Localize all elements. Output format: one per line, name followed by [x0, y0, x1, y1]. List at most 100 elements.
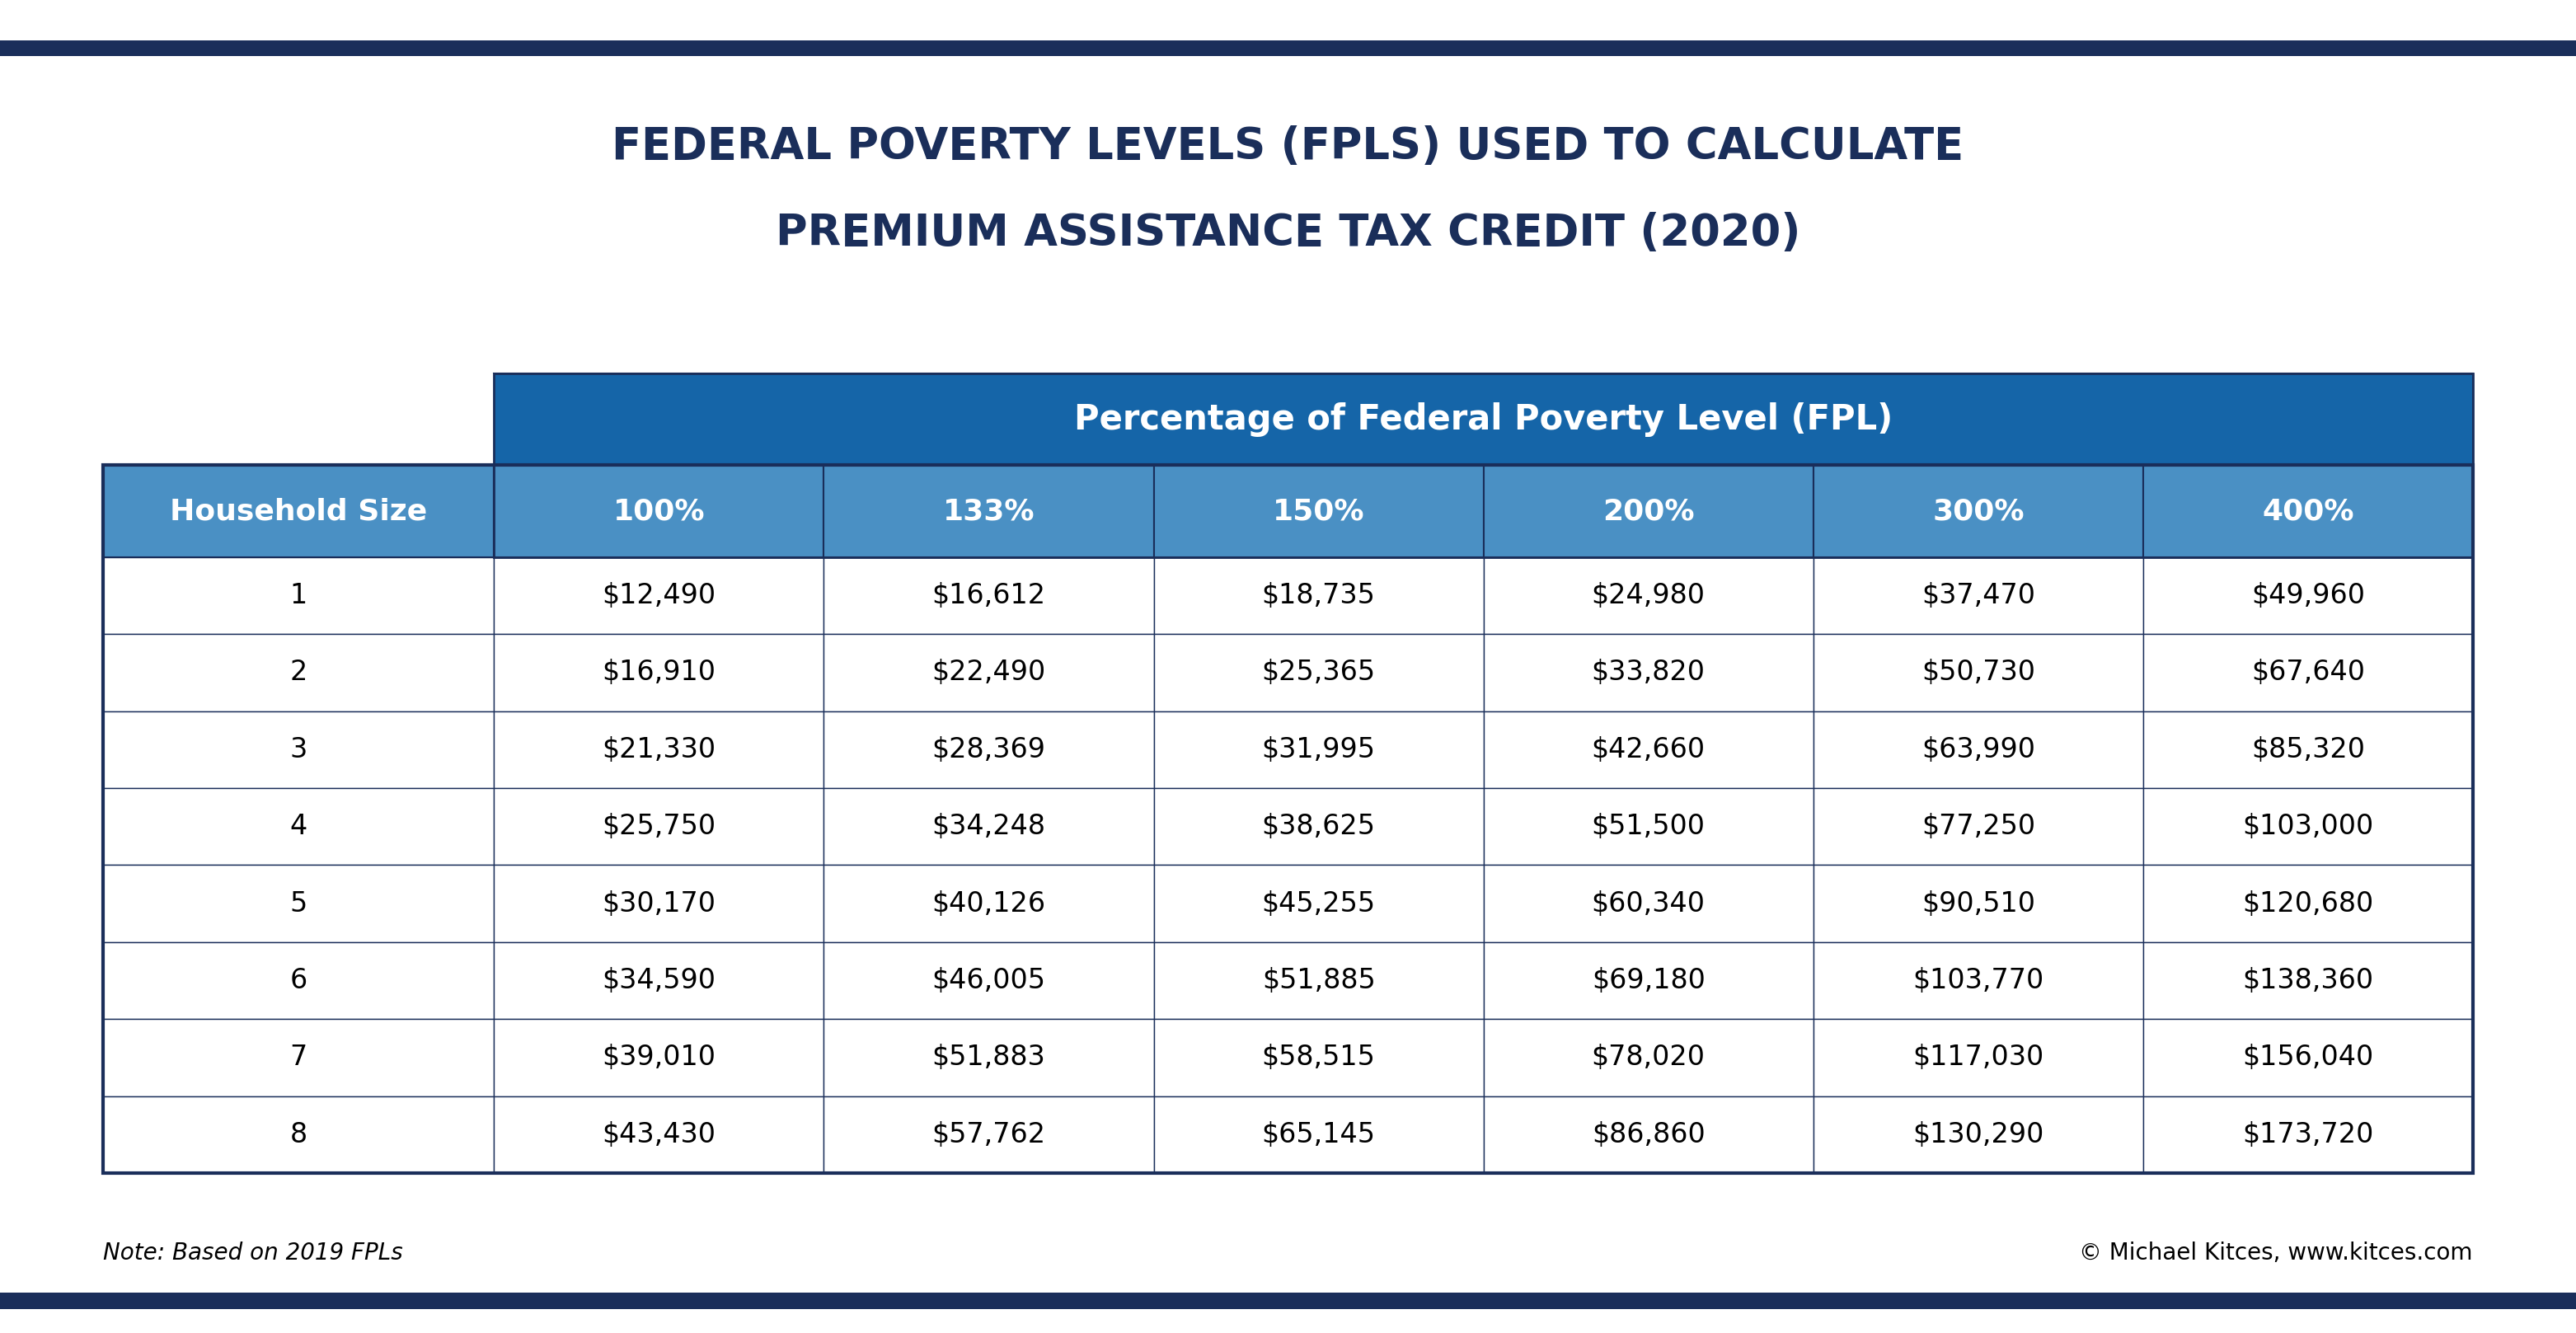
Bar: [103, 465, 495, 557]
Bar: [2143, 865, 2473, 942]
Text: $50,730: $50,730: [1922, 659, 2035, 686]
Text: $18,735: $18,735: [1262, 583, 1376, 609]
Text: Household Size: Household Size: [170, 497, 428, 525]
Text: 7: 7: [289, 1044, 307, 1072]
Bar: [2143, 465, 2473, 557]
Text: $51,500: $51,500: [1592, 813, 1705, 840]
Text: 300%: 300%: [1932, 497, 2025, 525]
Bar: [1484, 942, 1814, 1018]
Text: $25,365: $25,365: [1262, 659, 1376, 686]
Text: $130,290: $130,290: [1911, 1121, 2043, 1148]
Text: $117,030: $117,030: [1911, 1044, 2043, 1072]
Bar: [1154, 942, 1484, 1018]
Bar: [1484, 710, 1814, 788]
Text: $49,960: $49,960: [2251, 583, 2365, 609]
Text: FEDERAL POVERTY LEVELS (FPLS) USED TO CALCULATE: FEDERAL POVERTY LEVELS (FPLS) USED TO CA…: [613, 125, 1963, 168]
Bar: [824, 1018, 1154, 1096]
Bar: [1814, 1018, 2143, 1096]
Bar: [495, 1096, 824, 1173]
Text: Note: Based on 2019 FPLs: Note: Based on 2019 FPLs: [103, 1241, 402, 1265]
Text: PREMIUM ASSISTANCE TAX CREDIT (2020): PREMIUM ASSISTANCE TAX CREDIT (2020): [775, 212, 1801, 255]
Text: $25,750: $25,750: [603, 813, 716, 840]
Bar: [824, 1096, 1154, 1173]
Bar: [1154, 465, 1484, 557]
Bar: [1154, 1096, 1484, 1173]
Bar: [495, 373, 2473, 465]
Bar: [1484, 865, 1814, 942]
Bar: [2143, 942, 2473, 1018]
Text: $63,990: $63,990: [1922, 736, 2035, 764]
Bar: [1154, 865, 1484, 942]
Bar: [1484, 1096, 1814, 1173]
Bar: [2143, 788, 2473, 865]
Text: $42,660: $42,660: [1592, 736, 1705, 764]
Bar: [1484, 557, 1814, 635]
Text: $28,369: $28,369: [933, 736, 1046, 764]
Text: 4: 4: [289, 813, 307, 840]
Bar: [495, 942, 824, 1018]
Text: 5: 5: [289, 890, 307, 917]
Bar: [495, 1018, 824, 1096]
Text: $31,995: $31,995: [1262, 736, 1376, 764]
Bar: [1154, 1018, 1484, 1096]
Text: $37,470: $37,470: [1922, 583, 2035, 609]
Text: $60,340: $60,340: [1592, 890, 1705, 917]
Text: 150%: 150%: [1273, 497, 1365, 525]
Bar: [824, 465, 1154, 557]
Text: $77,250: $77,250: [1922, 813, 2035, 840]
Bar: [103, 557, 495, 635]
Text: $51,885: $51,885: [1262, 966, 1376, 994]
Bar: [103, 635, 495, 710]
Text: $46,005: $46,005: [933, 966, 1046, 994]
Text: $85,320: $85,320: [2251, 736, 2365, 764]
Text: $173,720: $173,720: [2241, 1121, 2372, 1148]
Bar: [824, 788, 1154, 865]
Text: 133%: 133%: [943, 497, 1036, 525]
Text: $67,640: $67,640: [2251, 659, 2365, 686]
Bar: [1484, 788, 1814, 865]
Bar: [1814, 710, 2143, 788]
Bar: [0, 1293, 2576, 1309]
Text: $86,860: $86,860: [1592, 1121, 1705, 1148]
Text: $33,820: $33,820: [1592, 659, 1705, 686]
Bar: [2143, 710, 2473, 788]
Bar: [1814, 557, 2143, 635]
Text: $22,490: $22,490: [933, 659, 1046, 686]
Bar: [2143, 1096, 2473, 1173]
Text: $51,883: $51,883: [933, 1044, 1046, 1072]
Bar: [1154, 557, 1484, 635]
Bar: [495, 465, 824, 557]
Text: 100%: 100%: [613, 497, 706, 525]
Bar: [1814, 788, 2143, 865]
Text: 1: 1: [289, 583, 307, 609]
Bar: [1814, 865, 2143, 942]
Text: $120,680: $120,680: [2244, 890, 2372, 917]
Text: $30,170: $30,170: [603, 890, 716, 917]
Text: $58,515: $58,515: [1262, 1044, 1376, 1072]
Bar: [824, 635, 1154, 710]
Text: $103,770: $103,770: [1911, 966, 2043, 994]
Bar: [1484, 465, 1814, 557]
Bar: [495, 865, 824, 942]
Bar: [103, 710, 495, 788]
Text: $12,490: $12,490: [603, 583, 716, 609]
Text: $34,248: $34,248: [933, 813, 1046, 840]
Bar: [1814, 465, 2143, 557]
Text: $78,020: $78,020: [1592, 1044, 1705, 1072]
Bar: [495, 557, 824, 635]
Text: $65,145: $65,145: [1262, 1121, 1376, 1148]
Bar: [103, 465, 2473, 1173]
Bar: [103, 1018, 495, 1096]
Bar: [0, 40, 2576, 56]
Bar: [2143, 635, 2473, 710]
Bar: [103, 788, 495, 865]
Bar: [1814, 942, 2143, 1018]
Text: Percentage of Federal Poverty Level (FPL): Percentage of Federal Poverty Level (FPL…: [1074, 403, 1893, 436]
Text: 400%: 400%: [2262, 497, 2354, 525]
Text: $21,330: $21,330: [603, 736, 716, 764]
Bar: [495, 788, 824, 865]
Text: $43,430: $43,430: [603, 1121, 716, 1148]
Bar: [1814, 635, 2143, 710]
Bar: [824, 710, 1154, 788]
Text: $16,910: $16,910: [603, 659, 716, 686]
